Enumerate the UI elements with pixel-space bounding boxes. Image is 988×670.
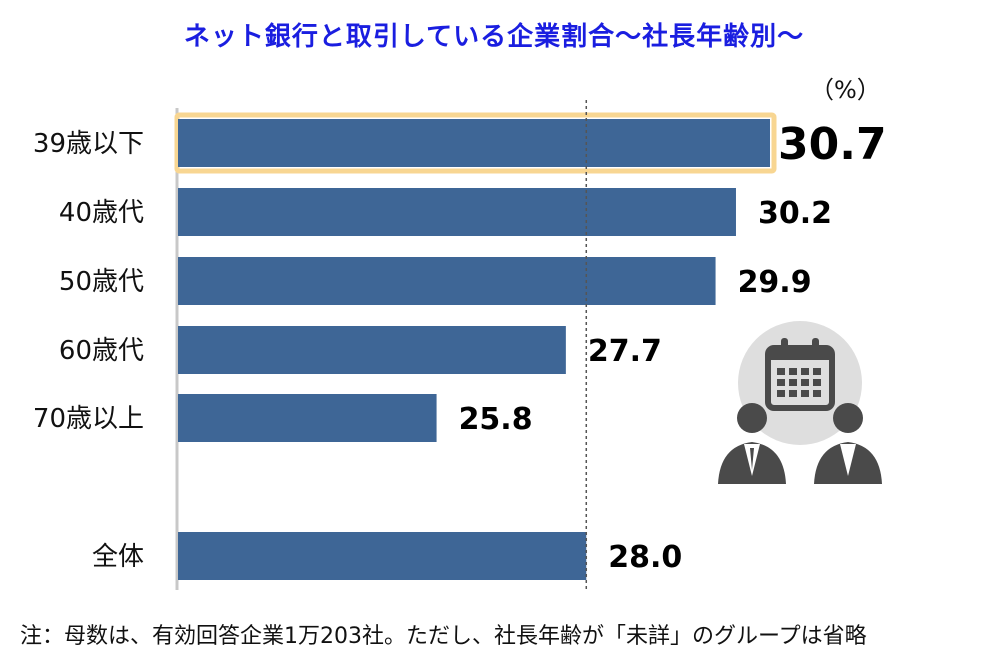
- value-label: 30.7: [778, 119, 887, 170]
- bar: [178, 188, 736, 236]
- bar: [178, 257, 716, 305]
- chart-title: ネット銀行と取引している企業割合～社長年齢別～: [183, 22, 805, 52]
- category-label: 60歳代: [59, 336, 144, 366]
- bar: [178, 326, 566, 374]
- bar: [178, 119, 770, 167]
- category-label: 全体: [92, 542, 144, 572]
- bar: [178, 532, 587, 580]
- value-label: 29.9: [738, 265, 812, 300]
- category-label: 50歳代: [59, 267, 144, 297]
- value-label: 30.2: [758, 196, 832, 231]
- category-label: 70歳以上: [33, 404, 144, 434]
- bar: [178, 394, 437, 442]
- calendar-people-icon: [718, 321, 882, 484]
- value-label: 27.7: [588, 334, 662, 369]
- value-label: 28.0: [608, 540, 682, 575]
- footnote: 注：母数は、有効回答企業1万203社。ただし、社長年齢が「未詳」のグループは省略: [20, 624, 867, 649]
- category-label: 39歳以下: [33, 129, 144, 159]
- category-label: 40歳代: [59, 198, 144, 228]
- unit-label: （%）: [810, 76, 881, 104]
- highlight-frame: [174, 112, 777, 174]
- value-label: 25.8: [459, 402, 533, 437]
